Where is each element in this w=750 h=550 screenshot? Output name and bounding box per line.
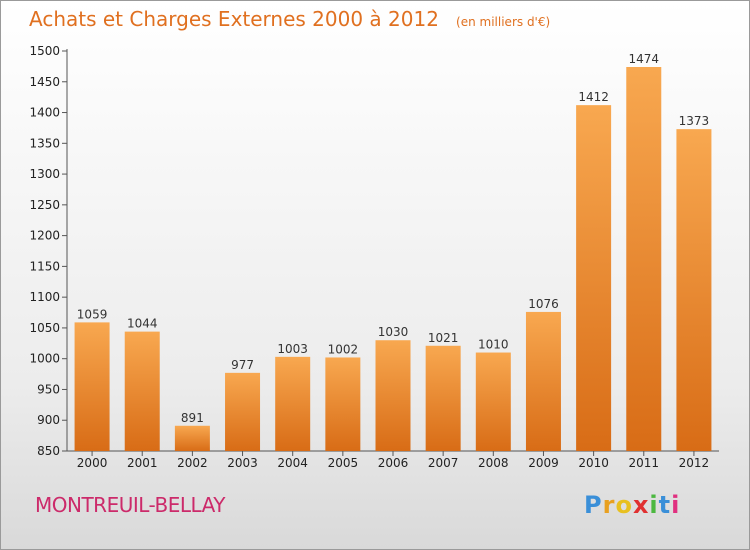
bar: [124, 331, 160, 451]
x-tick-label: 2012: [679, 456, 710, 470]
data-labels: 1059 1044 891 977 1003 1002 1030 1021 1010 1076 14…: [77, 52, 709, 425]
bar-value-label: 1044: [127, 317, 158, 331]
y-tick-label: 850: [37, 444, 60, 458]
title-row: Achats et Charges Externes 2000 à 2012 (…: [29, 7, 550, 31]
chart-subtitle: (en milliers d'€): [456, 15, 551, 29]
x-tick-label: 2011: [628, 456, 659, 470]
logo-letter: t: [658, 491, 672, 519]
logo-letter: P: [584, 491, 603, 519]
x-tick-label: 2008: [478, 456, 509, 470]
bar: [275, 356, 311, 451]
bar-value-label: 1002: [328, 342, 359, 356]
bar-value-label: 1021: [428, 331, 459, 345]
y-tick-label: 1400: [29, 106, 60, 120]
y-tick-label: 1200: [29, 229, 60, 243]
y-tick-label: 950: [37, 382, 60, 396]
bar: [325, 357, 361, 451]
commune-name: MONTREUIL-BELLAY: [35, 493, 226, 517]
bars: [74, 67, 712, 452]
x-tick-label: 2002: [177, 456, 208, 470]
bar: [174, 425, 210, 451]
y-tick-label: 1450: [29, 75, 60, 89]
y-tick-label: 900: [37, 413, 60, 427]
x-tick-label: 2004: [277, 456, 308, 470]
y-tick-label: 1250: [29, 198, 60, 212]
logo-letter: o: [615, 491, 633, 519]
x-tick-label: 2009: [528, 456, 559, 470]
y-tick-label: 1150: [29, 259, 60, 273]
y-tick-label: 1300: [29, 167, 60, 181]
bar-value-label: 1003: [277, 342, 308, 356]
bar-value-label: 891: [181, 411, 204, 425]
bar-value-label: 1076: [528, 297, 559, 311]
y-tick-label: 1050: [29, 321, 60, 335]
bar-value-label: 1412: [578, 90, 609, 104]
bar-value-label: 1373: [679, 114, 710, 128]
y-tick-label: 1100: [29, 290, 60, 304]
logo-letter: i: [671, 491, 681, 519]
x-tick-label: 2005: [328, 456, 359, 470]
y-tick-label: 1500: [29, 44, 60, 58]
bar: [74, 322, 110, 451]
bar-value-label: 1030: [378, 325, 409, 339]
y-tick-label: 1000: [29, 352, 60, 366]
axes: 850 900 950 1000 1050 1100 1150 1200 1250 1300 135…: [29, 44, 719, 470]
proxiti-logo: Proxiti: [584, 491, 680, 519]
x-tick-label: 2006: [378, 456, 409, 470]
bar: [225, 372, 261, 451]
logo-letter: r: [602, 491, 616, 519]
x-tick-label: 2010: [578, 456, 609, 470]
bar: [475, 352, 511, 451]
bar: [626, 67, 662, 451]
bar-value-label: 1059: [77, 307, 108, 321]
logo-letter: i: [649, 491, 659, 519]
bar: [375, 340, 411, 451]
x-tick-label: 2003: [227, 456, 258, 470]
bar-value-label: 1474: [628, 52, 659, 66]
bar: [425, 345, 461, 451]
bar-value-label: 1010: [478, 338, 509, 352]
bar-value-label: 977: [231, 358, 254, 372]
x-tick-label: 2000: [77, 456, 108, 470]
bar: [676, 129, 712, 451]
x-tick-label: 2007: [428, 456, 459, 470]
bar: [576, 105, 612, 452]
bar: [525, 311, 561, 451]
x-tick-label: 2001: [127, 456, 158, 470]
y-tick-label: 1350: [29, 136, 60, 150]
logo-letter: x: [632, 491, 650, 519]
chart-title: Achats et Charges Externes 2000 à 2012: [29, 7, 439, 31]
